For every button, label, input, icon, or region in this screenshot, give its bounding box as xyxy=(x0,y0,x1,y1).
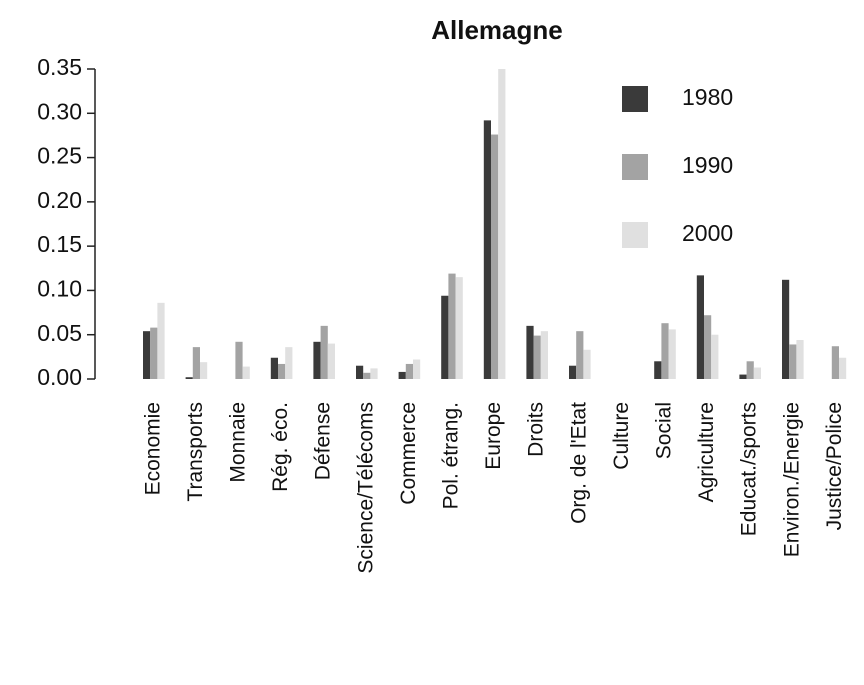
x-tick-label: Science/Télécoms xyxy=(354,402,377,574)
bar xyxy=(704,315,712,379)
bar xyxy=(533,335,541,379)
bar xyxy=(441,295,449,379)
bar xyxy=(831,346,839,379)
bar xyxy=(491,134,499,379)
y-tick-label: 0.05 xyxy=(37,320,82,346)
bar xyxy=(782,279,790,379)
y-tick-label: 0.25 xyxy=(37,143,82,169)
bar xyxy=(583,349,591,379)
bar xyxy=(498,69,506,379)
x-tick-label: Agriculture xyxy=(695,402,718,502)
y-tick-label: 0.10 xyxy=(37,276,82,302)
bar xyxy=(356,365,364,379)
bar xyxy=(235,341,243,379)
bar xyxy=(405,363,413,379)
bar xyxy=(192,347,200,379)
x-tick-label: Monnaie xyxy=(227,402,250,483)
x-tick-label: Défense xyxy=(312,402,335,480)
bar xyxy=(200,362,208,379)
x-tick-label: Environ./Energie xyxy=(780,402,803,557)
bar xyxy=(185,377,193,379)
y-tick-label: 0.15 xyxy=(37,231,82,257)
bar xyxy=(696,275,704,379)
x-tick-label: Commerce xyxy=(397,402,420,505)
legend-swatch xyxy=(622,222,648,248)
x-tick-label: Europe xyxy=(482,402,505,470)
bar xyxy=(413,359,421,379)
bar xyxy=(270,357,278,379)
bar xyxy=(285,347,293,379)
x-tick-label: Culture xyxy=(610,402,633,470)
legend-swatch xyxy=(622,154,648,180)
bar xyxy=(526,325,534,379)
bar xyxy=(746,361,754,379)
bar xyxy=(796,340,804,379)
legend-label: 1980 xyxy=(682,84,733,110)
y-tick-label: 0.35 xyxy=(37,54,82,80)
x-tick-label: Pol. étrang. xyxy=(440,402,463,509)
legend-label: 2000 xyxy=(682,220,733,246)
bar xyxy=(363,372,371,379)
bar xyxy=(143,331,151,379)
bar xyxy=(576,331,584,379)
bar xyxy=(668,329,676,379)
bar xyxy=(278,363,286,379)
x-tick-label: Educat./sports xyxy=(738,402,761,536)
x-tick-label: Social xyxy=(653,402,676,459)
x-tick-label: Transports xyxy=(184,402,207,502)
bar xyxy=(320,325,328,379)
bar xyxy=(789,344,797,379)
y-tick-label: 0.00 xyxy=(37,364,82,390)
bar xyxy=(839,357,847,379)
bar xyxy=(540,331,548,379)
bar xyxy=(242,366,250,379)
bar xyxy=(739,374,747,379)
x-tick-label: Rég. éco. xyxy=(269,402,292,492)
bar xyxy=(327,343,335,379)
y-tick-label: 0.30 xyxy=(37,98,82,124)
bar xyxy=(398,371,406,379)
bar xyxy=(370,368,378,379)
bar xyxy=(569,365,577,379)
legend-label: 1990 xyxy=(682,152,733,178)
bar xyxy=(157,302,165,379)
x-tick-label: Justice/Police xyxy=(823,402,846,530)
x-tick-label: Droits xyxy=(525,402,548,457)
y-tick-label: 0.20 xyxy=(37,187,82,213)
bar xyxy=(448,273,456,379)
chart-title: Allemagne xyxy=(431,15,563,45)
bar xyxy=(661,323,669,379)
bar xyxy=(711,334,719,379)
bar xyxy=(483,120,491,379)
bar xyxy=(753,367,761,379)
bar xyxy=(455,277,463,379)
x-tick-label: Economie xyxy=(141,402,164,495)
x-tick-label: Org. de l'Etat xyxy=(567,402,590,524)
bar xyxy=(150,327,158,379)
bar xyxy=(654,361,662,379)
bar xyxy=(313,341,321,379)
legend-swatch xyxy=(622,86,648,112)
